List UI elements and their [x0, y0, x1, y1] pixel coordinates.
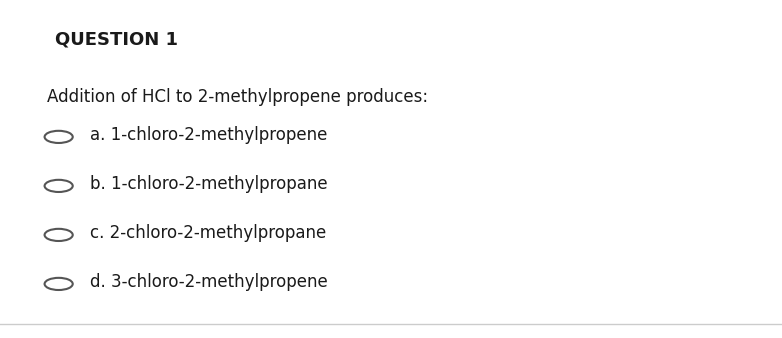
Text: d. 3-chloro-2-methylpropene: d. 3-chloro-2-methylpropene	[90, 273, 328, 291]
Text: b. 1-chloro-2-methylpropane: b. 1-chloro-2-methylpropane	[90, 175, 328, 193]
Text: c. 2-chloro-2-methylpropane: c. 2-chloro-2-methylpropane	[90, 224, 326, 242]
Text: QUESTION 1: QUESTION 1	[55, 30, 178, 48]
Text: Addition of HCl to 2-methylpropene produces:: Addition of HCl to 2-methylpropene produ…	[47, 88, 428, 106]
Text: a. 1-chloro-2-methylpropene: a. 1-chloro-2-methylpropene	[90, 126, 328, 144]
